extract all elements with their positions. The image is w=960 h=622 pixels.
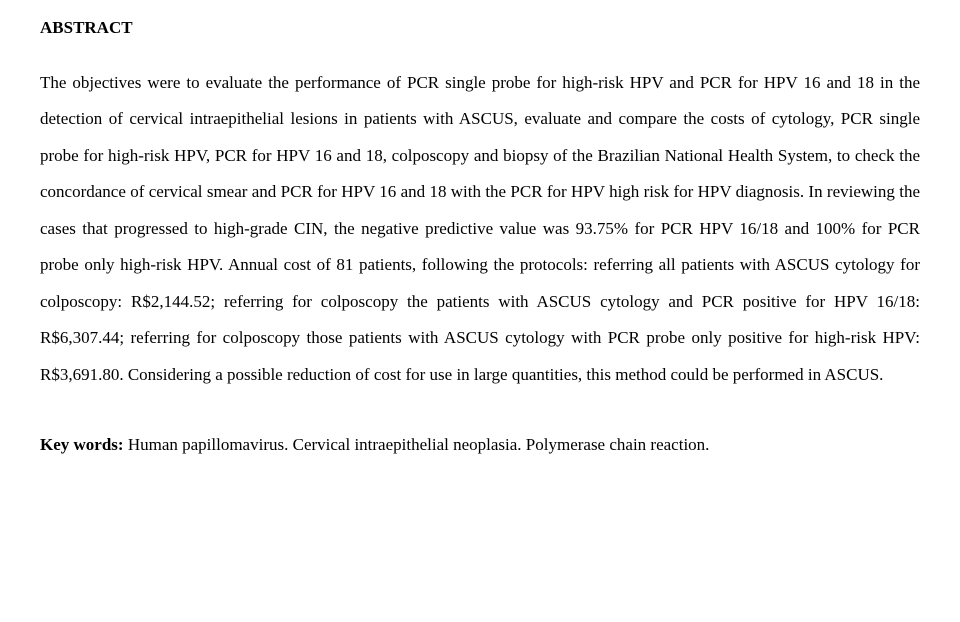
abstract-page: ABSTRACT The objectives were to evaluate… xyxy=(0,0,960,464)
section-heading: ABSTRACT xyxy=(40,10,920,47)
abstract-body: The objectives were to evaluate the perf… xyxy=(40,65,920,394)
keywords-label: Key words: xyxy=(40,435,128,454)
keywords-text: Human papillomavirus. Cervical intraepit… xyxy=(128,435,710,454)
keywords-line: Key words: Human papillomavirus. Cervica… xyxy=(40,427,920,464)
